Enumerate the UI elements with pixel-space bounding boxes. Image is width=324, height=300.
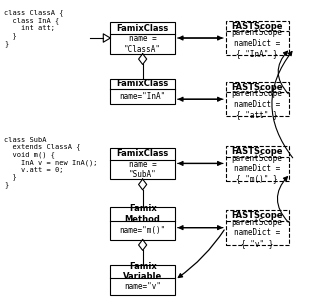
Text: FamixClass: FamixClass <box>117 24 169 33</box>
Text: FamixClass: FamixClass <box>117 149 169 158</box>
Bar <box>226 146 289 181</box>
Text: FASTScope: FASTScope <box>231 83 283 92</box>
Text: FASTScope: FASTScope <box>231 211 283 220</box>
Text: parentScope
nameDict =
{ "v" }: parentScope nameDict = { "v" } <box>232 218 283 248</box>
Polygon shape <box>139 54 147 64</box>
Text: class SubA
  extends ClassA {
  void m() {
    InA v = new InA();
    v.att = 0;: class SubA extends ClassA { void m() { I… <box>4 136 98 188</box>
Text: name="m()": name="m()" <box>120 226 166 235</box>
Text: Famix
Variable: Famix Variable <box>123 262 162 281</box>
Text: name="v": name="v" <box>124 282 161 291</box>
Polygon shape <box>139 240 147 250</box>
Bar <box>226 82 289 116</box>
Text: FamixClass: FamixClass <box>117 80 169 88</box>
Text: parentScope
nameDict =
{ "m()" }: parentScope nameDict = { "m()" } <box>232 154 283 184</box>
Bar <box>226 21 289 55</box>
Bar <box>110 265 175 295</box>
Text: name =
"ClassA": name = "ClassA" <box>124 34 161 54</box>
Text: parentScope
nameDict =
{ "InA" }: parentScope nameDict = { "InA" } <box>232 28 283 58</box>
Text: Famix
Method: Famix Method <box>125 204 161 224</box>
Text: FASTScope: FASTScope <box>231 147 283 156</box>
Text: name="InA": name="InA" <box>120 92 166 101</box>
Bar <box>110 22 175 54</box>
Bar <box>110 207 175 240</box>
Text: FASTScope: FASTScope <box>231 22 283 31</box>
Bar <box>110 79 175 104</box>
Polygon shape <box>103 34 110 42</box>
Bar <box>226 211 289 245</box>
Text: class ClassA {
  class InA {
    int att;
  }
}: class ClassA { class InA { int att; } } <box>4 10 64 47</box>
Text: parentScope
nameDict =
{ "att" }: parentScope nameDict = { "att" } <box>232 89 283 119</box>
Text: name =
"SubA": name = "SubA" <box>129 160 156 179</box>
Bar <box>110 148 175 179</box>
Polygon shape <box>139 179 147 190</box>
